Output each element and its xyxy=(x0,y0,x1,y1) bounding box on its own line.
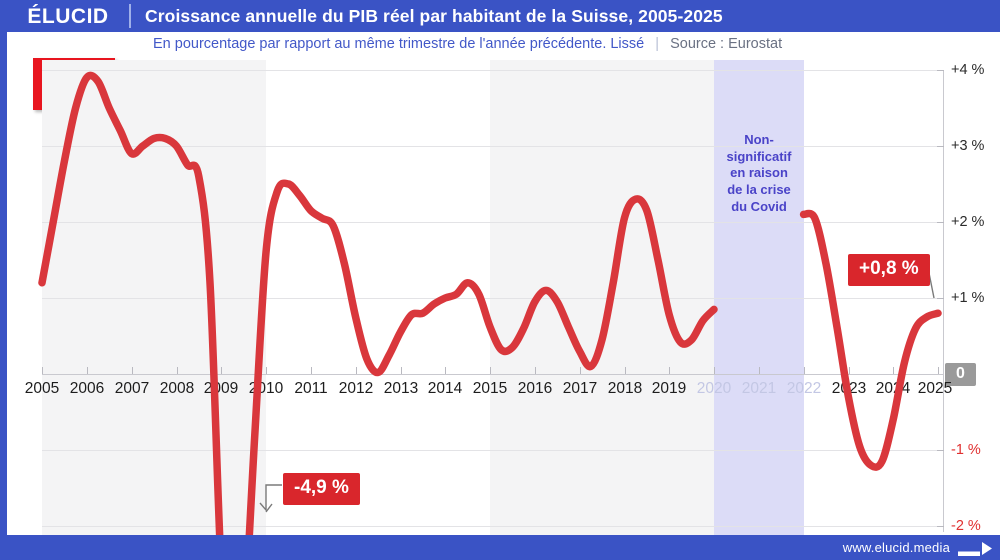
logo-text: ÉLUCID xyxy=(27,4,109,28)
xlabel-2021: 2021 xyxy=(741,380,777,397)
covid-line-2: significatif xyxy=(726,148,792,164)
ylabel-minus1: -1 % xyxy=(951,442,981,458)
band-covid-2020-2022 xyxy=(714,60,804,535)
covid-line-4: de la crise xyxy=(727,181,791,197)
gridline-minus2 xyxy=(42,526,943,527)
xtick-2021 xyxy=(759,367,760,374)
data-series-line xyxy=(38,71,942,535)
zero-badge: 0 xyxy=(945,363,976,386)
period-bands xyxy=(7,60,1000,535)
ytick-3 xyxy=(937,146,944,147)
ytick-minus2 xyxy=(937,526,944,527)
chart-plot-area: +4 % +3 % +2 % +1 % -1 % -2 % 0 2005 200… xyxy=(7,60,1000,535)
xtick-2019 xyxy=(669,367,670,374)
gridline-3 xyxy=(42,146,943,147)
ytick-2 xyxy=(937,222,944,223)
xlabel-2020: 2020 xyxy=(696,380,732,397)
xtick-2007 xyxy=(132,367,133,374)
xlabel-2025: 2025 xyxy=(917,380,953,397)
gdp-growth-line-post-covid xyxy=(799,209,942,471)
xlabel-2015: 2015 xyxy=(472,380,508,397)
subtitle-separator: | xyxy=(655,36,660,52)
ylabel-minus2: -2 % xyxy=(951,518,981,534)
xlabel-2016: 2016 xyxy=(517,380,553,397)
covid-annotation: Non- significatif en raison de la crise … xyxy=(711,132,807,215)
gridline-1 xyxy=(42,298,943,299)
source-label: Source : Eurostat xyxy=(670,36,783,52)
xlabel-2018: 2018 xyxy=(607,380,643,397)
xtick-2009 xyxy=(221,367,222,374)
footer-bar: www.elucid.media xyxy=(7,535,1000,560)
xlabel-2007: 2007 xyxy=(114,380,150,397)
footer-url[interactable]: www.elucid.media xyxy=(842,540,950,555)
y-axis-line xyxy=(943,70,944,532)
xlabel-2011: 2011 xyxy=(294,380,328,397)
xtick-2010 xyxy=(266,367,267,374)
ytick-4 xyxy=(937,70,944,71)
xtick-2018 xyxy=(625,367,626,374)
xlabel-2014: 2014 xyxy=(427,380,463,397)
subtitle-text: En pourcentage par rapport au même trime… xyxy=(153,36,645,52)
gdp-growth-line xyxy=(38,71,718,535)
xtick-2017 xyxy=(580,367,581,374)
page-title: Croissance annuelle du PIB réel par habi… xyxy=(145,5,723,26)
xtick-2020 xyxy=(714,367,715,374)
xtick-2008 xyxy=(177,367,178,374)
xtick-2012 xyxy=(356,367,357,374)
header-bar: ÉLUCID Croissance annuelle du PIB réel p… xyxy=(7,0,1000,32)
xtick-2015 xyxy=(490,367,491,374)
band-2015-2020 xyxy=(490,60,714,535)
xtick-2022 xyxy=(804,367,805,374)
ylabel-4: +4 % xyxy=(951,62,985,78)
xtick-2011 xyxy=(311,367,312,374)
covid-line-5: du Covid xyxy=(731,198,787,214)
ylabel-1: +1 % xyxy=(951,290,985,306)
xlabel-2017: 2017 xyxy=(562,380,598,397)
xlabel-2019: 2019 xyxy=(651,380,687,397)
xlabel-2008: 2008 xyxy=(159,380,195,397)
elucid-logo[interactable]: ÉLUCID xyxy=(7,0,129,32)
ylabel-3: +3 % xyxy=(951,138,985,154)
xtick-2006 xyxy=(87,367,88,374)
xlabel-2012: 2012 xyxy=(338,380,374,397)
logo-divider xyxy=(129,4,131,28)
gridline-2 xyxy=(42,222,943,223)
gridline-0 xyxy=(42,374,943,375)
gridline-4 xyxy=(42,70,943,71)
xlabel-2022: 2022 xyxy=(786,380,822,397)
xlabel-2013: 2013 xyxy=(383,380,419,397)
ylabel-2: +2 % xyxy=(951,214,985,230)
xtick-2025 xyxy=(938,367,939,374)
xlabel-2005: 2005 xyxy=(24,380,60,397)
subtitle-bar xyxy=(7,32,1000,60)
covid-line-1: Non- xyxy=(744,132,774,147)
xtick-2013 xyxy=(401,367,402,374)
callout-latest: +0,8 % xyxy=(848,254,930,286)
gridline-minus1 xyxy=(42,450,943,451)
covid-line-3: en raison xyxy=(730,165,788,181)
xlabel-2006: 2006 xyxy=(69,380,105,397)
xtick-2014 xyxy=(445,367,446,374)
ytick-minus1 xyxy=(937,450,944,451)
subtitle: En pourcentage par rapport au même trime… xyxy=(153,36,782,52)
xtick-2016 xyxy=(535,367,536,374)
callout-minimum: -4,9 % xyxy=(283,473,360,505)
xtick-2005 xyxy=(42,367,43,374)
xtick-2024 xyxy=(893,367,894,374)
ytick-1 xyxy=(937,298,944,299)
elucid-arrow-icon xyxy=(956,539,992,556)
xtick-2023 xyxy=(849,367,850,374)
